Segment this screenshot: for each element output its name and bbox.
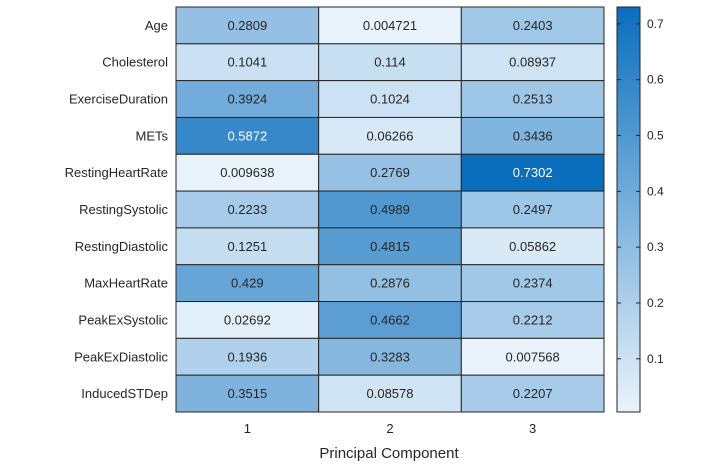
row-label: MaxHeartRate	[84, 276, 168, 291]
cell-value-label: 0.3436	[513, 128, 553, 143]
cell-value-label: 0.2212	[513, 312, 553, 327]
cell-value-label: 0.3515	[227, 386, 267, 401]
cell-value-label: 0.4815	[370, 239, 410, 254]
cell-value-label: 0.2769	[370, 165, 410, 180]
heatmap-cell	[460, 227, 605, 266]
colorbar-tick-label: 0.3	[647, 240, 664, 254]
cell-value-label: 0.08937	[509, 55, 556, 70]
plot-border	[175, 6, 605, 413]
cell-value-label: 0.1936	[227, 349, 267, 364]
cell-value-label: 0.2809	[227, 18, 267, 33]
column-label: 1	[244, 421, 251, 436]
row-label: Age	[145, 18, 168, 33]
cell-value-label: 0.06266	[367, 128, 414, 143]
cell-value-label: 0.1251	[227, 239, 267, 254]
cell-value-label: 0.4662	[370, 312, 410, 327]
cell-value-label: 0.2207	[513, 386, 553, 401]
cell-value-label: 0.2513	[513, 92, 553, 107]
row-labels: Age Cholesterol ExerciseDuration METs Restin…	[65, 18, 169, 401]
cell-value-label: 0.08578	[367, 386, 414, 401]
heatmap-cell	[460, 43, 605, 82]
cell-value-label: 0.3924	[227, 92, 267, 107]
row-label: PeakExDiastolic	[74, 349, 168, 364]
colorbar-tick-label: 0.5	[647, 129, 664, 143]
heatmap-cell	[460, 190, 605, 229]
cell-value-label: 0.05862	[509, 239, 556, 254]
cell-value-label: 0.3283	[370, 349, 410, 364]
cell-value-label: 0.2876	[370, 276, 410, 291]
row-label: InducedSTDep	[81, 386, 168, 401]
column-labels: 1 2 3	[244, 421, 537, 436]
heatmap-cell	[460, 301, 605, 339]
row-label: ExerciseDuration	[69, 92, 168, 107]
cell-value-label: 0.114	[374, 55, 406, 70]
heatmap-cell	[175, 6, 320, 45]
row-label: METs	[136, 128, 169, 143]
colorbar-gradient	[616, 6, 641, 413]
heatmap-cells: 0.2809 0.004721 0.2403 0.1041 0.114 0.08937 0.…	[175, 6, 605, 413]
cell-value-label: 0.4989	[370, 202, 410, 217]
colorbar-tick-label: 0.1	[647, 352, 664, 366]
cell-value-label: 0.2497	[513, 202, 553, 217]
colorbar-tick-label: 0.4	[647, 184, 664, 198]
heatmap-cell	[175, 227, 320, 266]
cell-value-label: 0.7302	[513, 165, 553, 180]
heatmap-cell	[318, 227, 462, 266]
column-label: 3	[529, 421, 536, 436]
heatmap-cell	[318, 153, 462, 192]
heatmap-cell	[175, 337, 320, 376]
cell-value-label: 0.007568	[506, 349, 560, 364]
x-axis-title: Principal Component	[319, 445, 459, 462]
heatmap-cell	[318, 264, 462, 303]
cell-value-label: 0.2374	[513, 276, 553, 291]
heatmap-cell	[318, 337, 462, 376]
colorbar-tick-label: 0.7	[647, 17, 664, 31]
heatmap-cell	[318, 6, 462, 45]
heatmap-cell	[318, 80, 462, 118]
row-label: Cholesterol	[102, 55, 168, 70]
row-label: PeakExSystolic	[78, 312, 168, 327]
row-label: RestingDiastolic	[75, 239, 169, 254]
row-label: RestingHeartRate	[65, 165, 168, 180]
cell-value-label: 0.5872	[227, 128, 267, 143]
cell-value-label: 0.429	[231, 276, 264, 291]
cell-value-label: 0.1024	[370, 92, 410, 107]
cell-value-label: 0.004721	[363, 18, 417, 33]
colorbar: 0.1 0.2 0.3 0.4 0.5 0.6 0.7	[616, 6, 664, 413]
cell-value-label: 0.02692	[224, 312, 271, 327]
column-label: 2	[386, 421, 393, 436]
heatmap-cell	[175, 301, 320, 339]
colorbar-tick-label: 0.6	[647, 73, 664, 87]
heatmap-cell	[175, 264, 320, 303]
cell-value-label: 0.2233	[227, 202, 267, 217]
heatmap-cell	[460, 116, 605, 155]
colorbar-tick-label: 0.2	[647, 296, 664, 310]
cell-value-label: 0.009638	[220, 165, 274, 180]
heatmap-cell	[175, 374, 320, 413]
row-label: RestingSystolic	[79, 202, 168, 217]
cell-value-label: 0.2403	[513, 18, 553, 33]
heatmap-cell	[318, 190, 462, 229]
cell-value-label: 0.1041	[227, 55, 267, 70]
heatmap-cell	[175, 116, 320, 155]
